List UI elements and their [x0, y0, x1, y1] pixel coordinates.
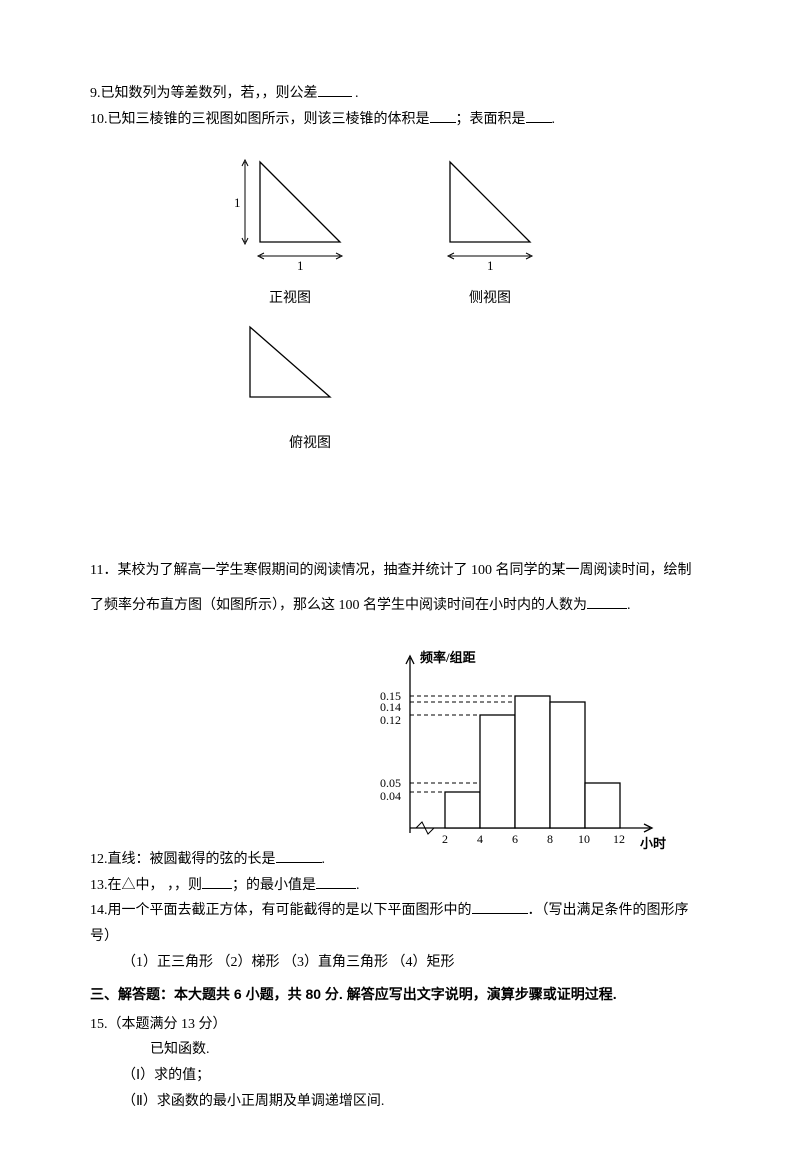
q9-b: .	[352, 86, 359, 101]
histogram: 0.15 0.14 0.12 0.05 0.04 2 4 6 8 10 12 频…	[340, 648, 670, 858]
front-caption: 正视图	[220, 287, 360, 307]
q14-b: ．（写出满足条件的图形序	[528, 903, 689, 918]
q9-num: 9.	[90, 86, 101, 101]
q13-num: 13.	[90, 878, 108, 893]
q14-opts: （1）正三角形 （2）梯形 （3）直角三角形 （4）矩形	[90, 951, 710, 975]
svg-text:0.04: 0.04	[380, 789, 401, 803]
q14-blank	[472, 899, 528, 914]
q14-c: 号）	[90, 929, 118, 944]
svg-text:12: 12	[613, 832, 625, 846]
q11-l2e: .	[627, 598, 631, 613]
front-view-svg: 1 1	[220, 152, 360, 272]
q14: 14.用一个平面去截正方体，有可能截得的是以下平面图形中的 ．（写出满足条件的图形…	[90, 899, 710, 923]
section3: 三、解答题：本大题共 6 小题，共 80 分. 解答应写出文字说明，演算步骤或证…	[90, 983, 710, 1007]
side-view-svg: 1	[420, 152, 560, 272]
svg-text:6: 6	[512, 832, 518, 846]
svg-text:0.14: 0.14	[380, 700, 401, 714]
q12-a: 直线：被圆截得的弦的长是	[108, 852, 276, 867]
q9-blank	[318, 82, 352, 97]
q13-a: 在△中， ，，则	[108, 878, 203, 893]
q15-l3: （Ⅱ）求函数的最小正周期及单调递增区间.	[90, 1090, 710, 1114]
q11-l2: 了频率分布直方图（如图所示），那么这 100 名学生中阅读时间在小时内的人数为	[90, 598, 587, 613]
three-view-row2: 俯视图	[220, 317, 710, 452]
three-view-row1: 1 1 正视图 1 侧视图	[220, 152, 710, 307]
q9-a: 已知数列为等差数列，若，，则公差	[101, 86, 318, 101]
hist-ylabel: 频率/组距	[420, 650, 476, 665]
q15-l1: 已知函数.	[90, 1038, 710, 1062]
svg-text:2: 2	[442, 832, 448, 846]
svg-text:8: 8	[547, 832, 553, 846]
q10-a: 已知三棱锥的三视图如图所示，则该三棱锥的体积是	[108, 112, 430, 127]
q14-a: 用一个平面去截正方体，有可能截得的是以下平面图形中的	[108, 903, 472, 918]
svg-text:0.05: 0.05	[380, 776, 401, 790]
q10-b: ；表面积是	[456, 112, 526, 127]
front-view-block: 1 1 正视图	[220, 152, 360, 307]
q12-num: 12.	[90, 852, 108, 867]
side-dim-h: 1	[487, 258, 494, 272]
hist-xlabel: 小时	[640, 836, 666, 851]
side-view-block: 1 侧视图	[420, 152, 560, 307]
q10: 10.已知三棱锥的三视图如图所示，则该三棱锥的体积是 ；表面积是.	[90, 108, 710, 132]
q13: 13.在△中， ，，则 ；的最小值是.	[90, 874, 710, 898]
q12-b: .	[322, 852, 326, 867]
q15-l2: （Ⅰ）求的值；	[90, 1064, 710, 1088]
svg-text:10: 10	[578, 832, 590, 846]
q11-l1: 某校为了解高一学生寒假期间的阅读情况，抽查并统计了 100 名同学的某一周阅读时…	[117, 563, 691, 578]
q15-head: （本题满分 13 分）	[108, 1017, 227, 1032]
top-view-block: 俯视图	[220, 317, 360, 452]
q10-blank2	[526, 108, 552, 123]
q11-num: 11．	[90, 563, 117, 578]
q15: 15.（本题满分 13 分）	[90, 1013, 710, 1037]
top-view-svg	[220, 317, 360, 417]
q11-blank	[587, 594, 627, 609]
svg-text:4: 4	[477, 832, 483, 846]
front-dim-h: 1	[297, 258, 304, 272]
histogram-svg: 0.15 0.14 0.12 0.05 0.04 2 4 6 8 10 12 频…	[340, 648, 670, 858]
front-dim-v: 1	[234, 195, 241, 210]
q12-blank	[276, 848, 322, 863]
q10-c: .	[552, 112, 556, 127]
q15-num: 15.	[90, 1017, 108, 1032]
svg-text:0.12: 0.12	[380, 713, 401, 727]
q14-c-line: 号）	[90, 925, 710, 949]
q11: 11．某校为了解高一学生寒假期间的阅读情况，抽查并统计了 100 名同学的某一周…	[90, 554, 710, 588]
q11-cont: 了频率分布直方图（如图所示），那么这 100 名学生中阅读时间在小时内的人数为.	[90, 589, 710, 623]
q14-num: 14.	[90, 903, 108, 918]
q13-blank2	[316, 874, 356, 889]
top-caption: 俯视图	[260, 432, 360, 452]
q10-blank1	[430, 108, 456, 123]
q13-c: .	[356, 878, 360, 893]
q9: 9.已知数列为等差数列，若，，则公差 .	[90, 82, 710, 106]
side-caption: 侧视图	[420, 287, 560, 307]
q10-num: 10.	[90, 112, 108, 127]
q13-blank1	[202, 874, 232, 889]
q13-b: ；的最小值是	[232, 878, 316, 893]
